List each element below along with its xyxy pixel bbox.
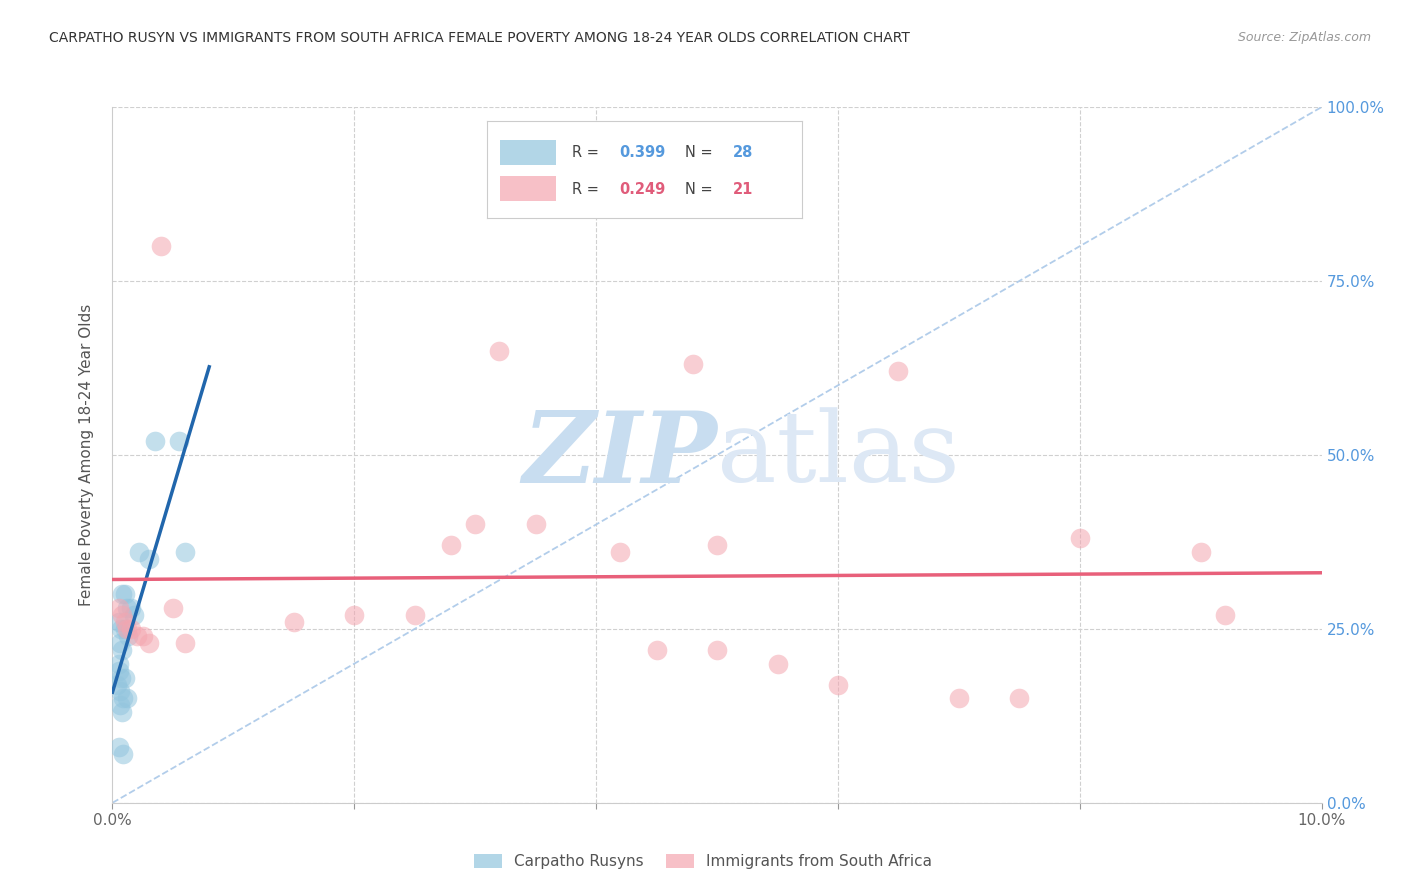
Text: CARPATHO RUSYN VS IMMIGRANTS FROM SOUTH AFRICA FEMALE POVERTY AMONG 18-24 YEAR O: CARPATHO RUSYN VS IMMIGRANTS FROM SOUTH … — [49, 31, 910, 45]
Point — [1189, 545, 1212, 559]
Point — [464, 517, 486, 532]
Point — [107, 664, 129, 678]
Point — [125, 629, 148, 643]
Point — [827, 677, 849, 691]
Point — [706, 642, 728, 657]
Point — [488, 343, 510, 358]
Point — [766, 657, 789, 671]
Point — [114, 622, 136, 636]
Text: Source: ZipAtlas.com: Source: ZipAtlas.com — [1237, 31, 1371, 45]
Point — [114, 615, 136, 629]
Point — [404, 607, 426, 622]
Point — [110, 671, 132, 685]
Point — [887, 364, 910, 378]
Point — [128, 545, 150, 559]
Point — [114, 671, 136, 685]
Point — [115, 691, 138, 706]
Point — [112, 691, 135, 706]
Point — [343, 607, 366, 622]
Point — [682, 358, 704, 372]
Point — [174, 545, 197, 559]
Point — [115, 622, 138, 636]
Point — [609, 545, 631, 559]
Point — [105, 677, 128, 691]
Point — [138, 636, 160, 650]
Point — [111, 587, 134, 601]
Point — [120, 601, 142, 615]
Point — [1069, 532, 1091, 546]
Point — [167, 434, 190, 448]
Point — [162, 601, 184, 615]
Legend: Carpatho Rusyns, Immigrants from South Africa: Carpatho Rusyns, Immigrants from South A… — [468, 848, 938, 875]
Point — [174, 636, 197, 650]
Point — [149, 239, 172, 253]
Point — [138, 552, 160, 566]
Y-axis label: Female Poverty Among 18-24 Year Olds: Female Poverty Among 18-24 Year Olds — [79, 304, 94, 606]
Point — [108, 698, 131, 713]
Point — [143, 434, 166, 448]
Text: atlas: atlas — [717, 407, 960, 503]
Point — [645, 642, 668, 657]
Point — [110, 622, 132, 636]
Point — [114, 587, 136, 601]
Point — [120, 622, 142, 636]
Point — [948, 691, 970, 706]
Point — [111, 642, 134, 657]
Point — [115, 601, 138, 615]
Text: ZIP: ZIP — [522, 407, 717, 503]
Point — [132, 629, 155, 643]
Point — [108, 636, 131, 650]
Point — [108, 684, 131, 698]
Point — [112, 747, 135, 761]
Point — [107, 657, 129, 671]
Point — [111, 706, 134, 720]
Point — [283, 615, 305, 629]
Point — [1008, 691, 1031, 706]
Point — [706, 538, 728, 552]
Point — [107, 601, 129, 615]
Point — [524, 517, 547, 532]
Point — [117, 629, 139, 643]
Point — [1213, 607, 1236, 622]
Point — [111, 607, 134, 622]
Point — [122, 607, 145, 622]
Point — [440, 538, 463, 552]
Point — [107, 615, 129, 629]
Point — [107, 740, 129, 755]
